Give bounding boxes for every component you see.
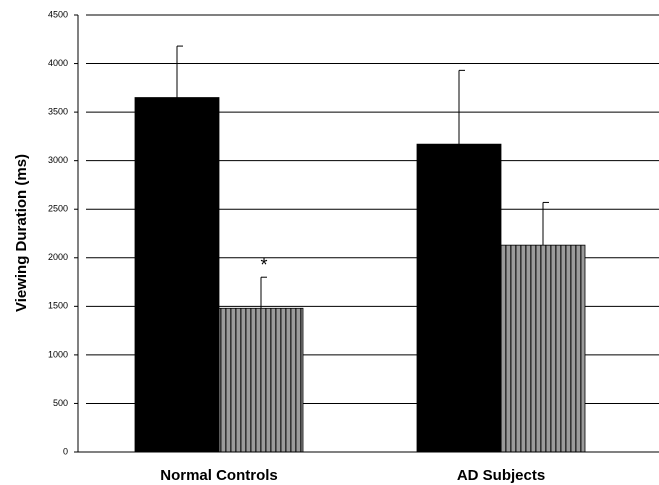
- x-tick-label: AD Subjects: [457, 467, 545, 484]
- y-tick-label: 0: [63, 446, 68, 456]
- x-tick-label: Normal Controls: [160, 467, 278, 484]
- y-tick-label: 1000: [48, 349, 68, 359]
- y-tick-label: 2500: [48, 204, 68, 214]
- y-tick-label: 4500: [48, 9, 68, 19]
- annotation: *: [260, 255, 267, 275]
- y-tick-label: 3000: [48, 155, 68, 165]
- y-tick-label: 2000: [48, 252, 68, 262]
- y-axis-label: Viewing Duration (ms): [13, 154, 30, 312]
- bar: [500, 244, 586, 453]
- y-tick-label: 500: [53, 398, 68, 408]
- y-tick-label: 1500: [48, 301, 68, 311]
- y-tick-label: 3500: [48, 106, 68, 116]
- bar: [134, 97, 220, 453]
- bar: [416, 143, 502, 453]
- bar: [218, 307, 304, 453]
- y-tick-label: 4000: [48, 58, 68, 68]
